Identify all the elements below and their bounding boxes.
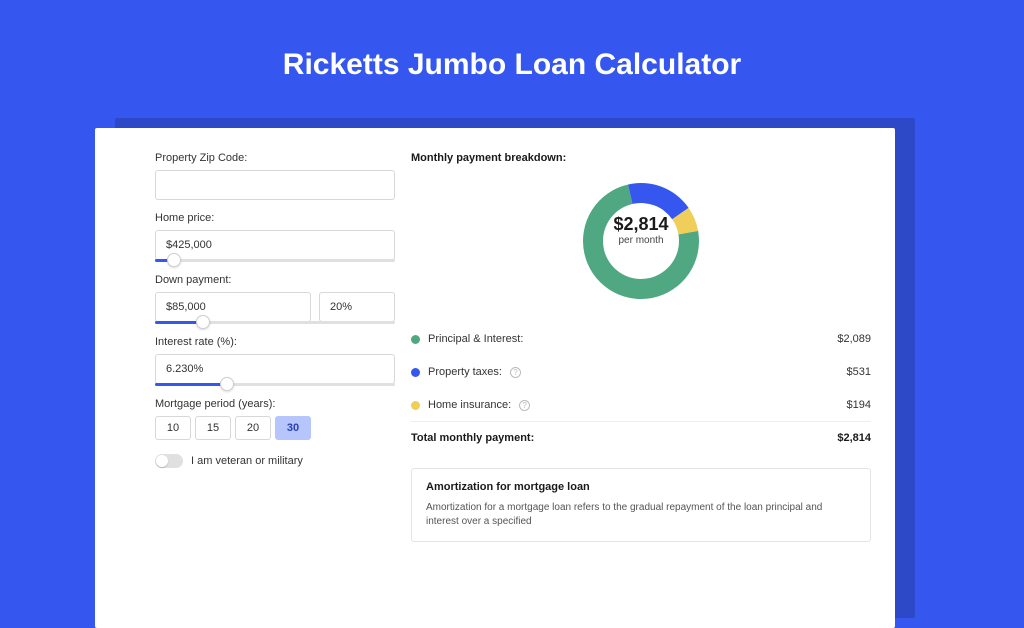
- breakdown-item-label: Property taxes:: [428, 366, 502, 378]
- down-payment-slider-thumb[interactable]: [196, 315, 210, 329]
- breakdown-total-label: Total monthly payment:: [411, 432, 534, 444]
- down-payment-slider[interactable]: [155, 321, 395, 324]
- home-price-slider-thumb[interactable]: [167, 253, 181, 267]
- donut-center: $2,814 per month: [613, 214, 668, 246]
- donut-center-value: $2,814: [613, 214, 668, 235]
- breakdown-item-left: Property taxes:?: [411, 366, 521, 378]
- mortgage-period-options: 10152030: [155, 416, 395, 440]
- home-price-field-group: Home price:: [155, 212, 395, 262]
- zip-input[interactable]: [155, 170, 395, 200]
- interest-rate-slider-fill: [155, 383, 227, 386]
- interest-rate-label: Interest rate (%):: [155, 336, 395, 348]
- donut-center-sub: per month: [613, 235, 668, 246]
- info-icon[interactable]: ?: [510, 367, 521, 378]
- amortization-card: Amortization for mortgage loan Amortizat…: [411, 468, 871, 542]
- breakdown-item-amount: $194: [847, 399, 871, 411]
- calculator-card: Property Zip Code: Home price: Down paym…: [95, 128, 895, 628]
- zip-field-group: Property Zip Code:: [155, 152, 395, 200]
- veteran-toggle-label: I am veteran or military: [191, 455, 303, 467]
- interest-rate-slider-thumb[interactable]: [220, 377, 234, 391]
- down-payment-percent-input[interactable]: [319, 292, 395, 322]
- veteran-toggle-row: I am veteran or military: [155, 454, 395, 468]
- home-price-label: Home price:: [155, 212, 395, 224]
- breakdown-column: Monthly payment breakdown: $2,814 per mo…: [395, 152, 895, 628]
- home-price-input[interactable]: [155, 230, 395, 260]
- interest-rate-input[interactable]: [155, 354, 395, 384]
- mortgage-period-option[interactable]: 15: [195, 416, 231, 440]
- breakdown-title: Monthly payment breakdown:: [411, 152, 871, 164]
- breakdown-item-left: Principal & Interest:: [411, 333, 523, 345]
- down-payment-amount-input[interactable]: [155, 292, 311, 322]
- interest-rate-slider[interactable]: [155, 383, 395, 386]
- breakdown-item: Principal & Interest: $2,089: [411, 322, 871, 355]
- breakdown-item: Home insurance:? $194: [411, 388, 871, 421]
- breakdown-item-left: Home insurance:?: [411, 399, 530, 411]
- form-column: Property Zip Code: Home price: Down paym…: [95, 152, 395, 628]
- mortgage-period-option[interactable]: 20: [235, 416, 271, 440]
- mortgage-period-option[interactable]: 10: [155, 416, 191, 440]
- amortization-title: Amortization for mortgage loan: [426, 481, 856, 493]
- veteran-toggle-knob: [156, 455, 168, 467]
- veteran-toggle[interactable]: [155, 454, 183, 468]
- mortgage-period-label: Mortgage period (years):: [155, 398, 395, 410]
- legend-dot-icon: [411, 335, 420, 344]
- legend-dot-icon: [411, 401, 420, 410]
- breakdown-item: Property taxes:? $531: [411, 355, 871, 388]
- breakdown-total-amount: $2,814: [837, 432, 871, 444]
- info-icon[interactable]: ?: [519, 400, 530, 411]
- breakdown-item-label: Principal & Interest:: [428, 333, 523, 345]
- down-payment-label: Down payment:: [155, 274, 395, 286]
- home-price-slider[interactable]: [155, 259, 395, 262]
- zip-label: Property Zip Code:: [155, 152, 395, 164]
- donut-chart-wrap: $2,814 per month: [411, 168, 871, 322]
- breakdown-item-amount: $531: [847, 366, 871, 378]
- legend-dot-icon: [411, 368, 420, 377]
- breakdown-total-row: Total monthly payment: $2,814: [411, 421, 871, 454]
- amortization-body: Amortization for a mortgage loan refers …: [426, 501, 856, 529]
- breakdown-item-amount: $2,089: [837, 333, 871, 345]
- interest-rate-field-group: Interest rate (%):: [155, 336, 395, 386]
- breakdown-item-label: Home insurance:: [428, 399, 511, 411]
- mortgage-period-field-group: Mortgage period (years): 10152030: [155, 398, 395, 440]
- breakdown-items: Principal & Interest: $2,089 Property taxe…: [411, 322, 871, 421]
- down-payment-field-group: Down payment:: [155, 274, 395, 324]
- mortgage-period-option[interactable]: 30: [275, 416, 311, 440]
- page-title: Ricketts Jumbo Loan Calculator: [0, 0, 1024, 106]
